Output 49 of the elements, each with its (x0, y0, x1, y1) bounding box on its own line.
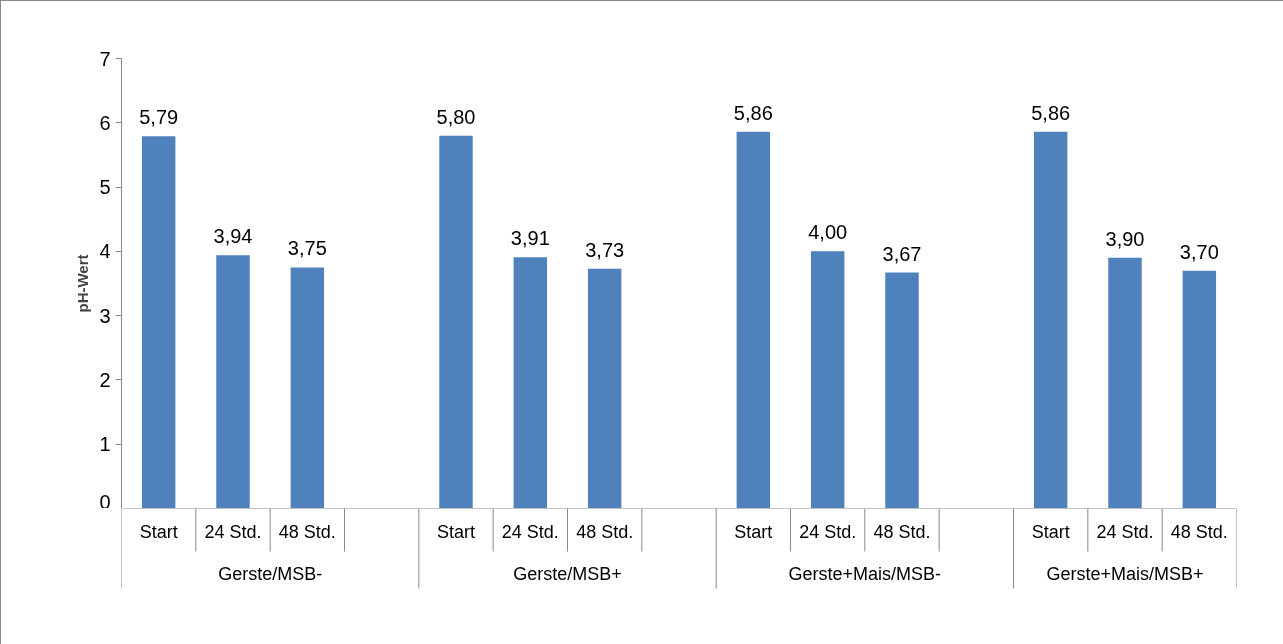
bar (885, 272, 919, 508)
y-tick-label: 1 (99, 433, 111, 456)
x-tick-label: Start (139, 521, 178, 542)
x-tick-label: 24 Std. (799, 521, 857, 542)
data-label: 5,86 (733, 101, 773, 124)
data-label: 5,86 (1031, 101, 1071, 124)
data-label: 3,91 (510, 227, 550, 250)
x-tick-label: Start (436, 521, 476, 542)
x-tick-label: 24 Std. (1096, 521, 1154, 542)
y-tick-label: 4 (99, 240, 111, 263)
text: Gerste/MSB- (218, 563, 323, 584)
bar (290, 267, 325, 508)
bar (513, 257, 548, 508)
text: Gerste/MSB+ (513, 563, 622, 584)
x-tick-label: 48 Std. (873, 521, 931, 542)
data-label: 3,90 (1105, 227, 1145, 250)
data-label: 5,79 (139, 106, 179, 129)
data-label: 3,67 (882, 242, 922, 265)
text: Gerste+Mais/MSB- (788, 563, 942, 584)
data-label: 3,70 (1179, 240, 1219, 263)
bar (439, 135, 473, 508)
data-label: 3,73 (585, 238, 625, 261)
x-tick-label: Start (734, 521, 773, 542)
bar (1182, 270, 1217, 508)
y-axis-title: pH-Wert (74, 254, 92, 313)
y-tick-label: 6 (99, 111, 111, 134)
data-label: 5,80 (436, 105, 476, 128)
y-tick-label: 3 (99, 304, 111, 327)
bar (736, 131, 771, 508)
bar (587, 268, 622, 508)
text: Gerste+Mais/MSB+ (1046, 563, 1204, 584)
y-tick-label: 7 (99, 47, 111, 70)
bar (810, 251, 845, 508)
y-tick-label: 0 (99, 490, 111, 513)
x-tick-label: 48 Std. (1170, 521, 1228, 542)
y-tick-label: 2 (99, 368, 111, 391)
data-label: 4,00 (808, 221, 848, 244)
data-label: 3,75 (287, 237, 327, 260)
bar (1108, 257, 1142, 508)
x-tick-label: 24 Std. (501, 521, 559, 542)
bar (141, 136, 176, 508)
bar (216, 255, 250, 508)
x-tick-label: Start (1031, 521, 1070, 542)
x-tick-label: 48 Std. (278, 521, 336, 542)
y-tick-label: 5 (99, 176, 111, 199)
bar (1033, 131, 1068, 508)
x-tick-label: 48 Std. (576, 521, 634, 542)
data-label: 3,94 (213, 225, 253, 248)
x-tick-label: 24 Std. (204, 521, 262, 542)
